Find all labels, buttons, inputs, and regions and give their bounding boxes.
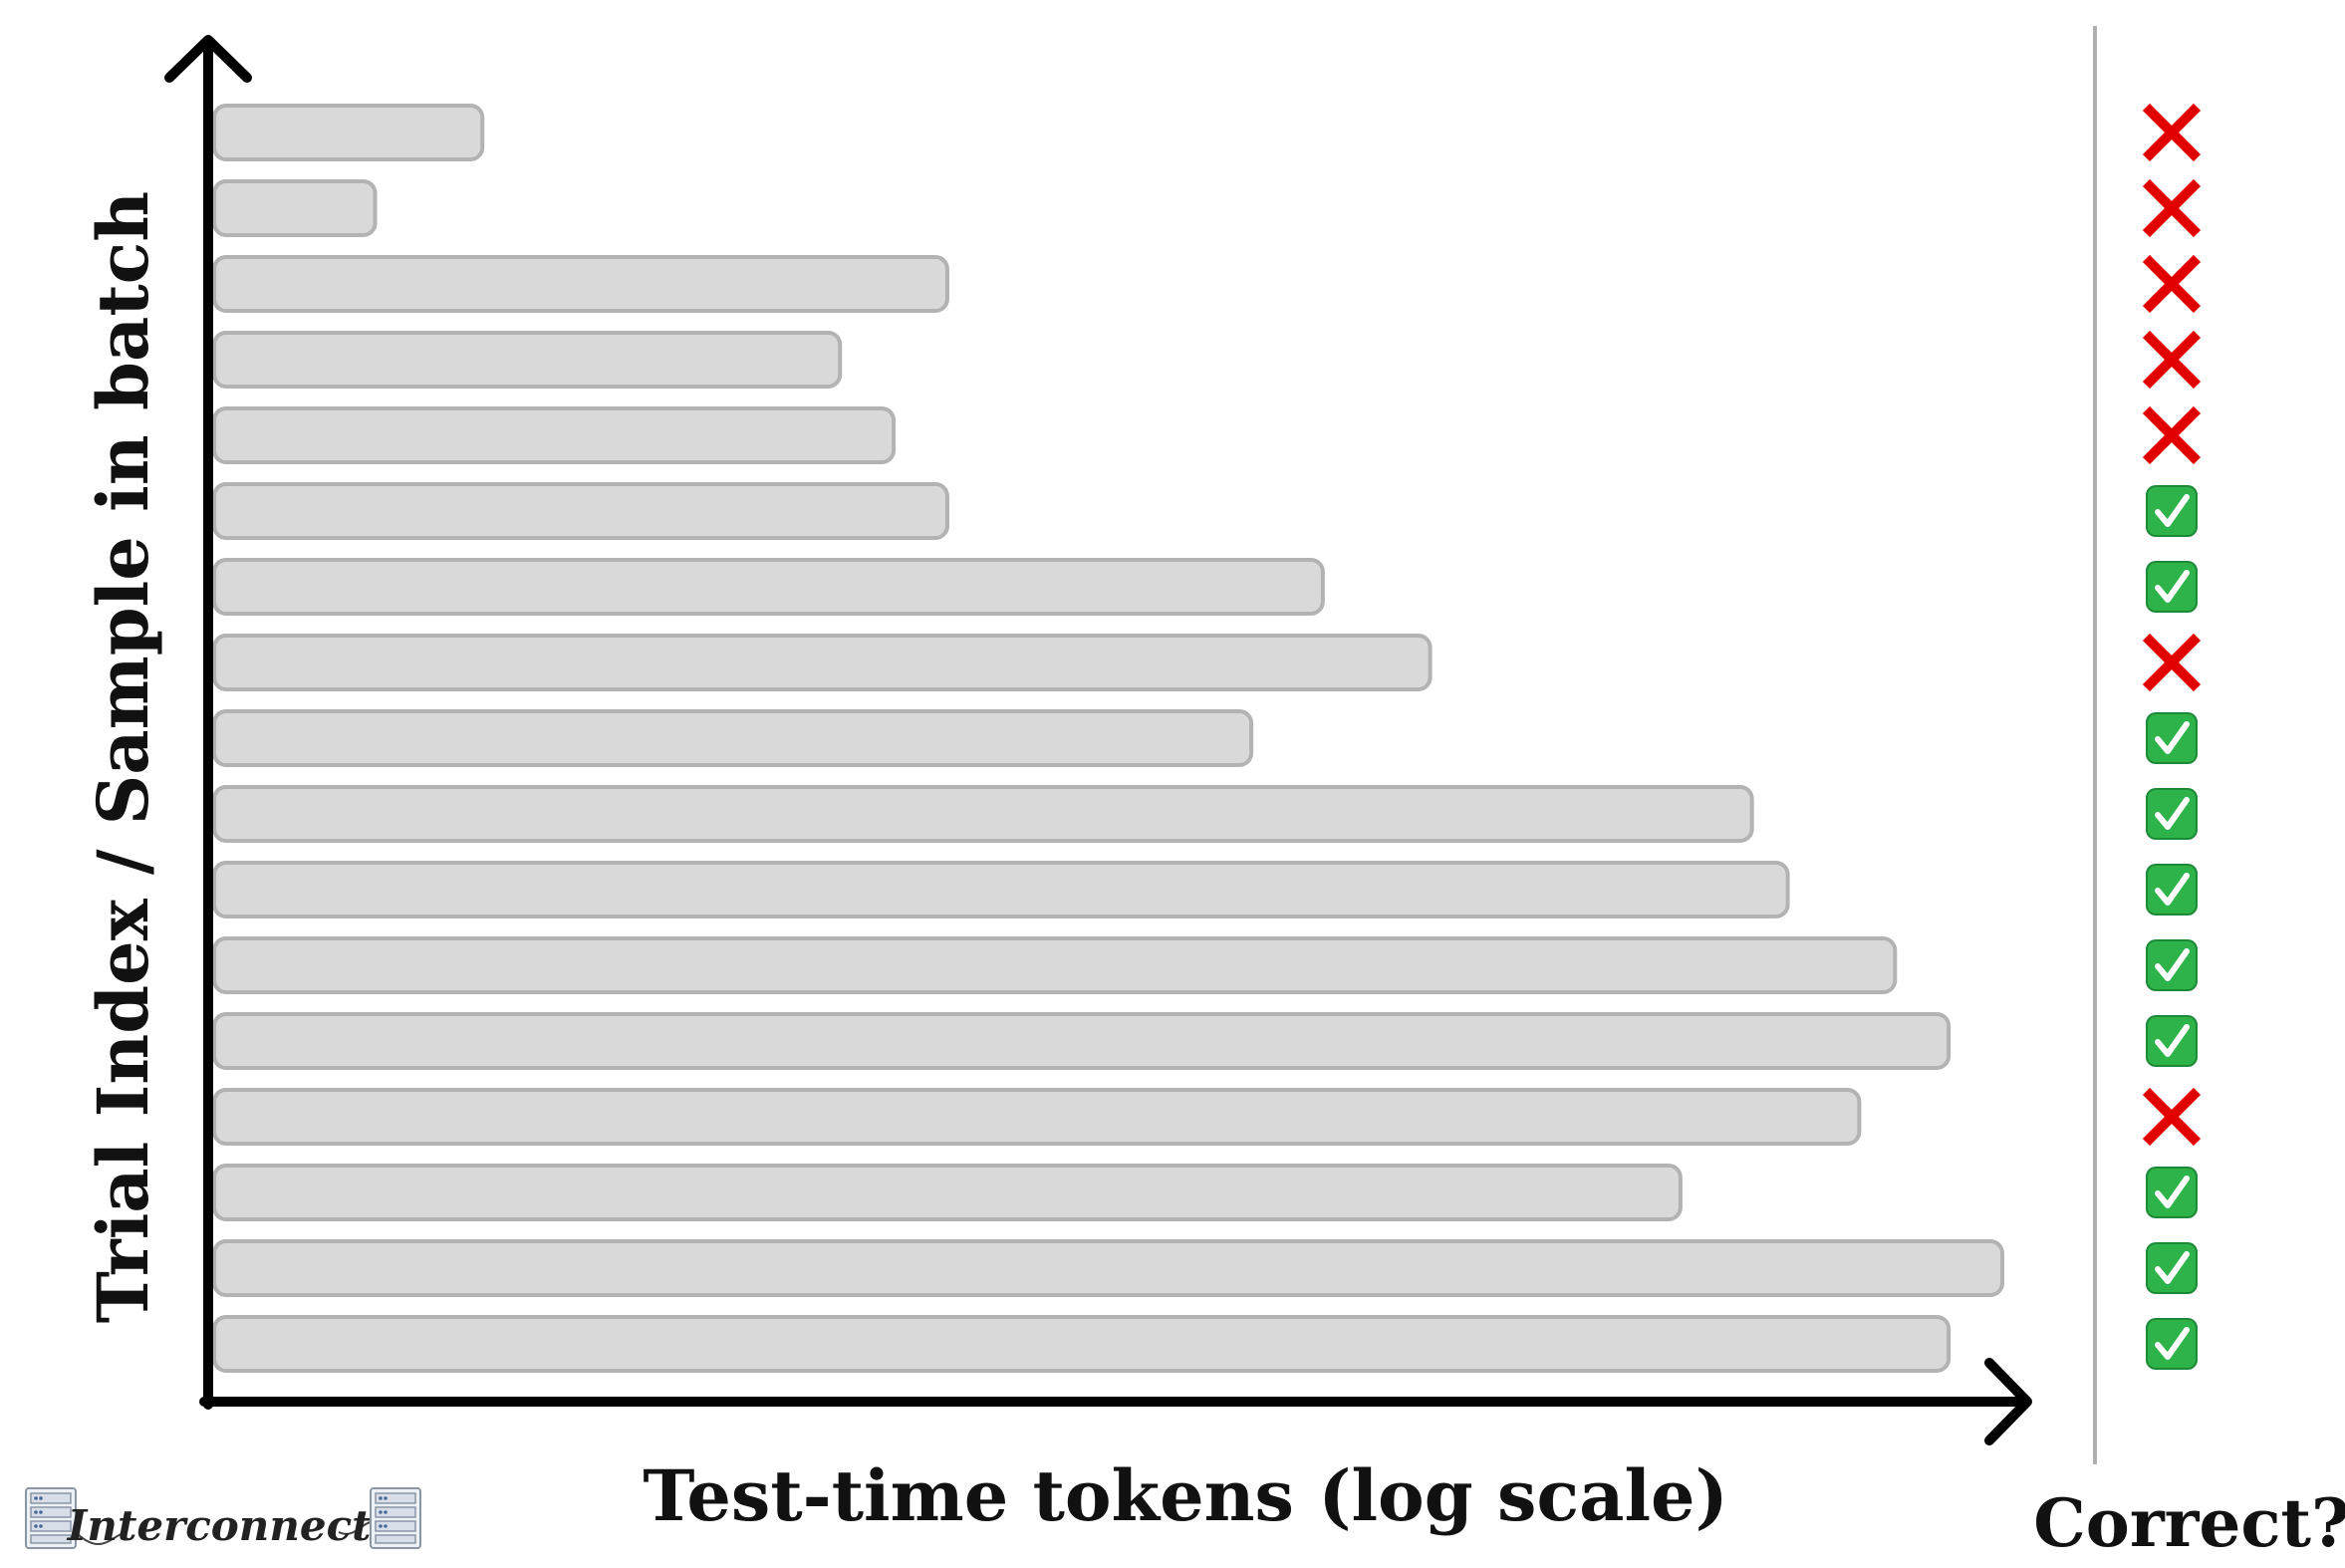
bar-trial-16 [212, 1239, 2004, 1297]
x-mark-icon [2142, 178, 2202, 238]
bar-trial-5 [212, 406, 897, 464]
x-axis-arrowhead [1984, 1358, 2032, 1445]
bar-trial-9 [212, 709, 1254, 767]
x-mark-icon [2142, 330, 2202, 390]
bar-trial-15 [212, 1164, 1683, 1221]
check-box-icon [2146, 1167, 2198, 1218]
interconnects-logo: Interconnects [25, 1487, 421, 1550]
correctness-marks-group [2142, 103, 2202, 1370]
x-axis-title: Test-time tokens (log scale) [643, 1454, 1727, 1537]
check-box-icon [2146, 939, 2198, 991]
bars-group [212, 104, 2004, 1373]
bar-trial-7 [212, 558, 1325, 616]
bar-trial-17 [212, 1315, 1952, 1373]
logo-wire [77, 1521, 372, 1545]
x-mark-icon [2142, 1087, 2202, 1147]
check-box-icon [2146, 1318, 2198, 1370]
x-mark-icon [2142, 633, 2202, 692]
x-mark-icon [2142, 254, 2202, 314]
correct-column-title: Correct? [2033, 1484, 2345, 1562]
check-box-icon [2146, 485, 2198, 537]
axes [164, 35, 2032, 1445]
check-box-icon [2146, 1015, 2198, 1067]
bar-trial-10 [212, 785, 1754, 843]
check-box-icon [2146, 788, 2198, 840]
bar-trial-11 [212, 861, 1790, 918]
check-box-icon [2146, 1242, 2198, 1294]
y-axis-arrowhead [164, 35, 252, 83]
y-axis-title: Trial Index / Sample in batch [82, 191, 164, 1323]
check-box-icon [2146, 712, 2198, 764]
bar-trial-8 [212, 634, 1433, 691]
check-box-icon [2146, 561, 2198, 613]
x-mark-icon [2142, 103, 2202, 162]
bar-trial-13 [212, 1012, 1952, 1070]
x-mark-icon [2142, 405, 2202, 465]
logo-text: Interconnects [67, 1501, 394, 1550]
bar-trial-14 [212, 1088, 1862, 1146]
bar-trial-12 [212, 936, 1898, 994]
server-rack-icon [370, 1487, 421, 1549]
bar-trial-1 [212, 104, 485, 161]
bar-trial-4 [212, 331, 843, 389]
server-rack-icon [25, 1487, 77, 1549]
bar-trial-2 [212, 179, 378, 237]
bar-trial-6 [212, 482, 949, 540]
bar-trial-3 [212, 255, 949, 313]
check-box-icon [2146, 864, 2198, 915]
